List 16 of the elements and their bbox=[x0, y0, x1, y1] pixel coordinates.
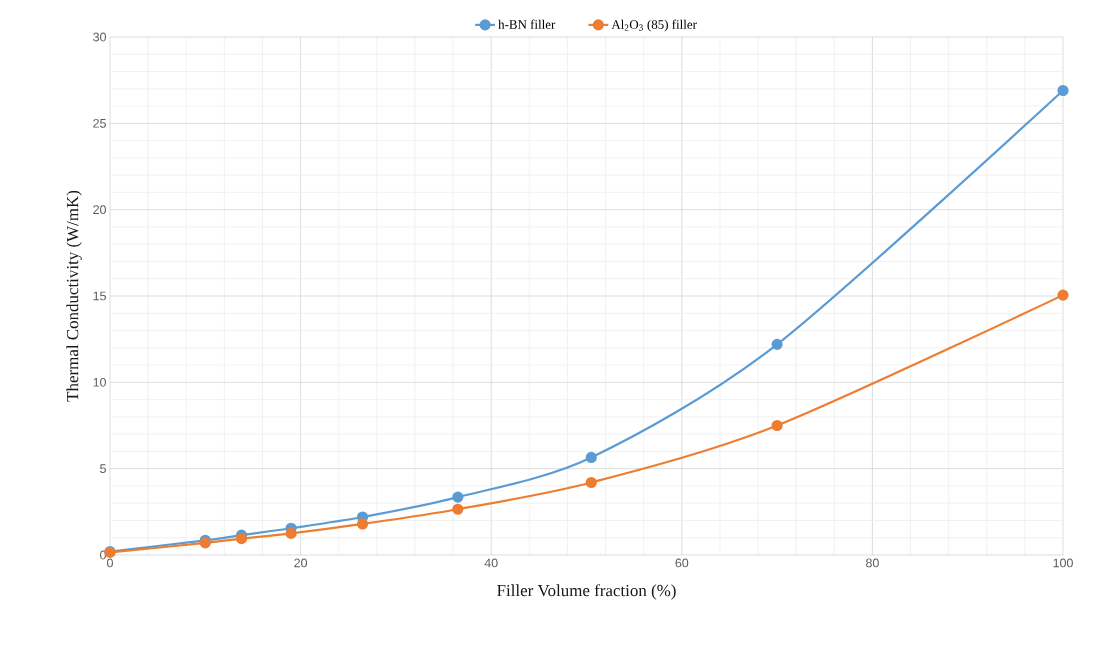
y-tick-label: 15 bbox=[93, 291, 106, 301]
x-tick-label: 20 bbox=[294, 558, 308, 568]
x-tick-label: 80 bbox=[866, 558, 879, 568]
y-tick-label: 5 bbox=[100, 464, 106, 474]
x-axis-title: Filler Volume fraction (%) bbox=[497, 584, 676, 600]
x-tick-label: 40 bbox=[484, 558, 498, 568]
y-axis-title: Thermal Conductivity (W/mK) bbox=[66, 190, 82, 402]
x-tick-label: 100 bbox=[1053, 558, 1073, 568]
x-tick-label: 60 bbox=[675, 558, 689, 568]
legend-label: Al$_{2}$O$_{3}$ (85) filler bbox=[611, 19, 697, 32]
y-tick-label: 20 bbox=[93, 205, 106, 215]
legend-label: h-BN filler bbox=[498, 19, 556, 29]
y-tick-label: 25 bbox=[93, 118, 106, 128]
y-tick-label: 10 bbox=[93, 377, 106, 387]
x-tick-label: 0 bbox=[107, 558, 113, 568]
y-tick-label: 30 bbox=[93, 32, 106, 42]
